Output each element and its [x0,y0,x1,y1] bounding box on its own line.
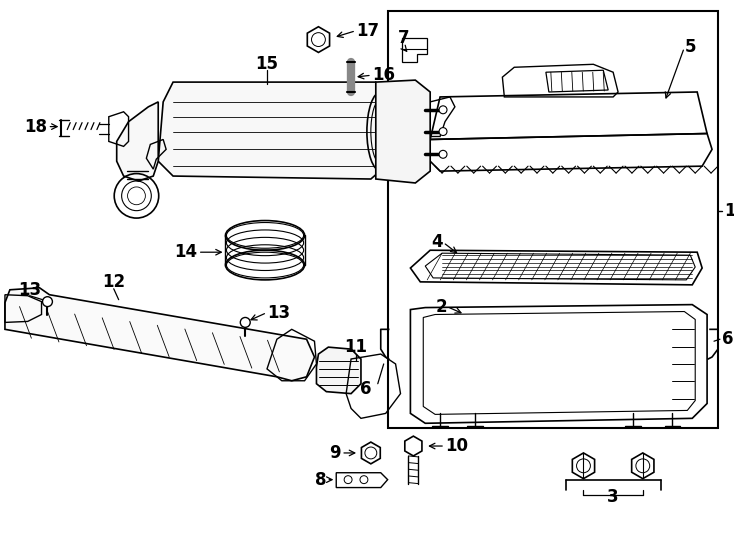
Text: 4: 4 [432,233,443,251]
Text: 8: 8 [315,471,327,489]
Text: 14: 14 [175,243,197,261]
Text: 9: 9 [330,444,341,462]
Text: 6: 6 [722,330,733,348]
Text: 12: 12 [102,273,126,291]
Text: 13: 13 [18,281,41,299]
Text: 2: 2 [435,298,447,315]
Text: 13: 13 [267,303,290,321]
Circle shape [240,318,250,327]
Polygon shape [316,347,361,394]
Text: 18: 18 [24,118,48,136]
Circle shape [43,296,52,307]
Text: 6: 6 [360,380,371,397]
Circle shape [439,127,447,136]
Text: 17: 17 [356,22,379,39]
Polygon shape [117,102,159,181]
Circle shape [439,106,447,114]
Text: 16: 16 [372,66,395,84]
Polygon shape [376,80,430,183]
Text: 1: 1 [724,201,734,220]
Text: 10: 10 [445,437,468,455]
Text: 5: 5 [684,38,696,57]
Text: 3: 3 [607,489,619,507]
Polygon shape [5,288,314,381]
Circle shape [439,150,447,158]
Text: 15: 15 [255,55,278,73]
Text: 11: 11 [344,338,368,356]
Polygon shape [159,82,385,179]
Text: 7: 7 [398,30,410,48]
